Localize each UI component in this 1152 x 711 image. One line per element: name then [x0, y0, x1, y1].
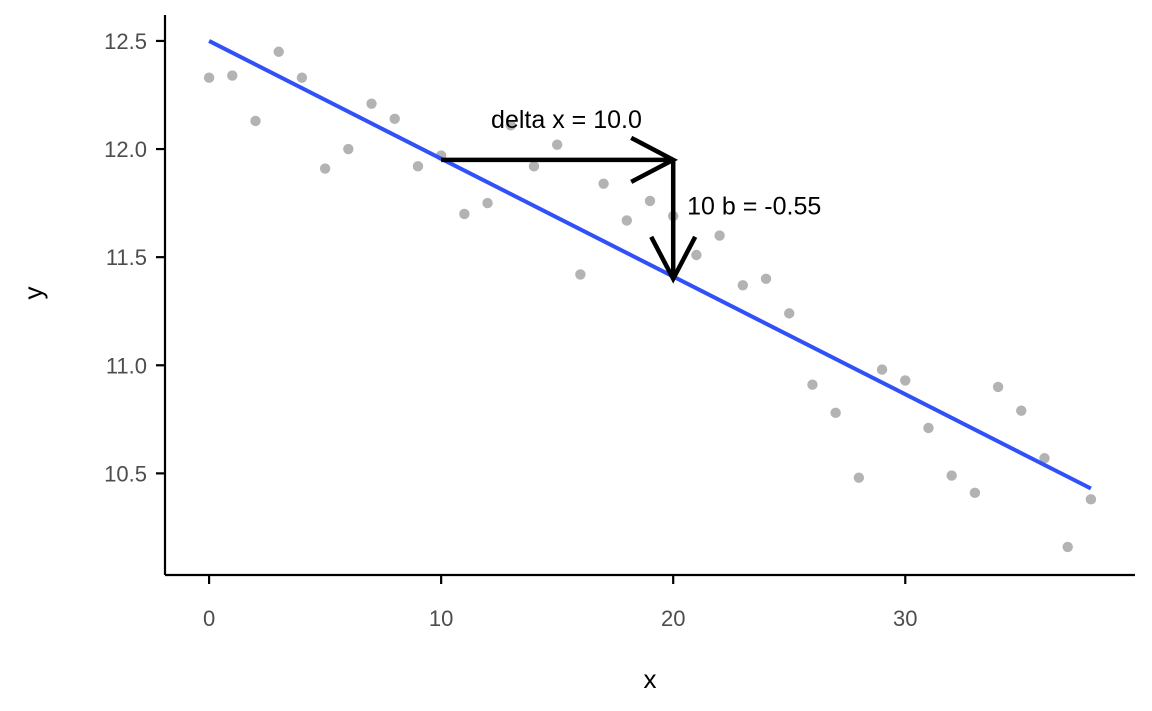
- data-point: [946, 470, 957, 481]
- data-point: [528, 161, 540, 172]
- data-point: [1016, 405, 1027, 416]
- x-tick-label: 0: [203, 606, 215, 631]
- data-point: [1039, 453, 1050, 464]
- y-tick-label: 11.0: [106, 353, 147, 378]
- plot-area: delta x = 10.0 10 b = -0.55: [203, 39, 1097, 553]
- data-point: [1062, 541, 1073, 553]
- data-point: [900, 375, 911, 386]
- data-point: [389, 113, 400, 124]
- y-tick-label: 12.5: [104, 29, 147, 54]
- data-point: [296, 72, 308, 83]
- delta-y-arrowhead: [649, 235, 698, 284]
- data-point: [459, 208, 470, 220]
- x-tick-label: 30: [893, 606, 917, 631]
- y-tick-label: 10.5: [104, 461, 147, 486]
- data-point: [621, 215, 632, 226]
- data-point: [969, 487, 981, 499]
- data-point: [853, 472, 865, 483]
- data-point: [807, 379, 818, 390]
- data-point: [992, 381, 1004, 393]
- data-point: [923, 422, 934, 434]
- axes: [163, 15, 1135, 577]
- data-point: [273, 46, 284, 57]
- data-point: [714, 230, 725, 241]
- regression-line: [208, 39, 1092, 491]
- data-point: [830, 407, 841, 419]
- y-tick-label: 11.5: [106, 245, 147, 270]
- data-point: [598, 178, 609, 189]
- data-point: [1085, 494, 1097, 505]
- data-point: [505, 120, 516, 131]
- delta-y-label: 10 b = -0.55: [687, 192, 821, 220]
- data-point: [319, 163, 331, 174]
- data-point: [227, 70, 238, 81]
- delta-x-label: delta x = 10.0: [491, 106, 642, 134]
- x-axis-title: x: [644, 664, 657, 694]
- data-point: [737, 280, 749, 291]
- data-point: [876, 364, 888, 375]
- ticks: 0 10 20 30 10.5 11.0 11.5 12.0 12.5: [104, 29, 917, 631]
- data-point: [250, 115, 261, 127]
- data-point: [691, 249, 702, 261]
- y-tick-label: 12.0: [104, 137, 147, 162]
- data-point: [644, 195, 656, 207]
- x-tick-label: 10: [429, 606, 453, 631]
- data-point: [482, 197, 493, 209]
- data-point: [784, 308, 795, 319]
- data-point: [575, 269, 586, 280]
- x-tick-label: 20: [661, 606, 685, 631]
- y-axis-title: y: [18, 287, 48, 300]
- data-point: [366, 98, 377, 109]
- data-point: [343, 143, 354, 155]
- data-point: [551, 139, 563, 150]
- data-point: [203, 72, 215, 83]
- data-point: [412, 161, 424, 172]
- data-point: [760, 273, 772, 284]
